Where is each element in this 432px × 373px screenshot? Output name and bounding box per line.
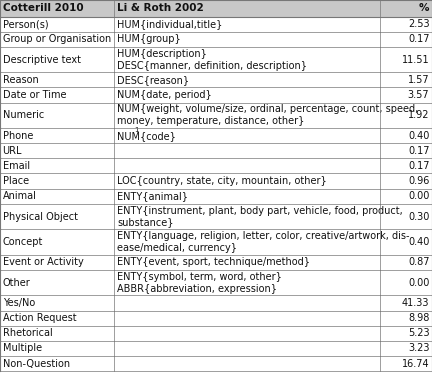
Bar <box>0 229 432 255</box>
Text: 2.53: 2.53 <box>408 19 429 29</box>
Bar <box>0 341 432 356</box>
Text: HUM{description}
DESC{manner, definition, description}: HUM{description} DESC{manner, definition… <box>117 48 307 70</box>
Text: 1.92: 1.92 <box>408 110 429 120</box>
Text: LOC{country, state, city, mountain, other}: LOC{country, state, city, mountain, othe… <box>117 176 327 186</box>
Text: 41.33: 41.33 <box>402 298 429 308</box>
Text: Phone: Phone <box>3 131 33 141</box>
Text: NUM{code}: NUM{code} <box>117 131 176 141</box>
Text: Concept: Concept <box>3 237 43 247</box>
Bar <box>0 255 432 270</box>
Bar <box>0 16 432 32</box>
Bar <box>0 103 432 128</box>
Bar <box>0 143 432 159</box>
Text: ENTY{language, religion, letter, color, creative/artwork, dis-
ease/medical, cur: ENTY{language, religion, letter, color, … <box>117 231 410 253</box>
Text: 16.74: 16.74 <box>402 358 429 369</box>
Text: Reason: Reason <box>3 75 38 85</box>
Text: DESC{reason}: DESC{reason} <box>117 75 189 85</box>
Text: Person(s): Person(s) <box>3 19 48 29</box>
Bar <box>0 204 432 229</box>
Text: 1.57: 1.57 <box>408 75 429 85</box>
Text: ENTY{animal}: ENTY{animal} <box>117 191 188 201</box>
Text: Other: Other <box>3 278 30 288</box>
Text: 11.51: 11.51 <box>402 54 429 65</box>
Text: NUM{weight, volume/size, ordinal, percentage, count, speed,
money, temperature, : NUM{weight, volume/size, ordinal, percen… <box>117 104 418 126</box>
Text: 0.17: 0.17 <box>408 146 429 156</box>
Text: Multiple: Multiple <box>3 344 42 354</box>
Text: Non-Question: Non-Question <box>3 358 70 369</box>
Text: Yes/No: Yes/No <box>3 298 35 308</box>
Bar <box>0 270 432 295</box>
Bar <box>0 189 432 204</box>
Text: URL: URL <box>3 146 22 156</box>
Text: 3.23: 3.23 <box>408 344 429 354</box>
Text: ENTY{symbol, term, word, other}
ABBR{abbreviation, expression}: ENTY{symbol, term, word, other} ABBR{abb… <box>117 272 282 294</box>
Text: Group or Organisation: Group or Organisation <box>3 34 111 44</box>
Bar <box>0 356 432 371</box>
Text: ENTY{event, sport, technique/method}: ENTY{event, sport, technique/method} <box>117 257 310 267</box>
Text: Descriptive text: Descriptive text <box>3 54 81 65</box>
Bar <box>0 326 432 341</box>
Text: 5.23: 5.23 <box>408 328 429 338</box>
Text: Place: Place <box>3 176 29 186</box>
Text: 1: 1 <box>134 127 139 133</box>
Bar <box>0 72 432 87</box>
Bar <box>0 87 432 103</box>
Text: Animal: Animal <box>3 191 36 201</box>
Bar <box>0 159 432 173</box>
Text: Event or Activity: Event or Activity <box>3 257 83 267</box>
Text: Email: Email <box>3 161 30 171</box>
Bar <box>0 295 432 311</box>
Bar <box>0 0 432 16</box>
Text: NUM{date, period}: NUM{date, period} <box>117 90 212 100</box>
Bar <box>0 47 432 72</box>
Text: HUM{individual,title}: HUM{individual,title} <box>117 19 222 29</box>
Text: 0.96: 0.96 <box>408 176 429 186</box>
Text: 0.40: 0.40 <box>408 237 429 247</box>
Bar <box>0 128 432 143</box>
Text: 0.00: 0.00 <box>408 278 429 288</box>
Text: 0.17: 0.17 <box>408 34 429 44</box>
Bar <box>0 311 432 326</box>
Bar <box>0 32 432 47</box>
Text: Physical Object: Physical Object <box>3 211 78 222</box>
Bar <box>0 173 432 189</box>
Text: 0.00: 0.00 <box>408 191 429 201</box>
Text: Date or Time: Date or Time <box>3 90 66 100</box>
Text: ENTY{instrument, plant, body part, vehicle, food, product,
substance}: ENTY{instrument, plant, body part, vehic… <box>117 206 403 228</box>
Text: 0.17: 0.17 <box>408 161 429 171</box>
Text: 0.87: 0.87 <box>408 257 429 267</box>
Text: Li & Roth 2002: Li & Roth 2002 <box>117 3 204 13</box>
Text: Rhetorical: Rhetorical <box>3 328 52 338</box>
Text: %: % <box>419 3 429 13</box>
Text: 8.98: 8.98 <box>408 313 429 323</box>
Text: Cotterill 2010: Cotterill 2010 <box>3 3 83 13</box>
Text: 0.30: 0.30 <box>408 211 429 222</box>
Text: 0.40: 0.40 <box>408 131 429 141</box>
Text: HUM{group}: HUM{group} <box>117 34 181 44</box>
Text: 3.57: 3.57 <box>408 90 429 100</box>
Text: Numeric: Numeric <box>3 110 44 120</box>
Text: Action Request: Action Request <box>3 313 76 323</box>
